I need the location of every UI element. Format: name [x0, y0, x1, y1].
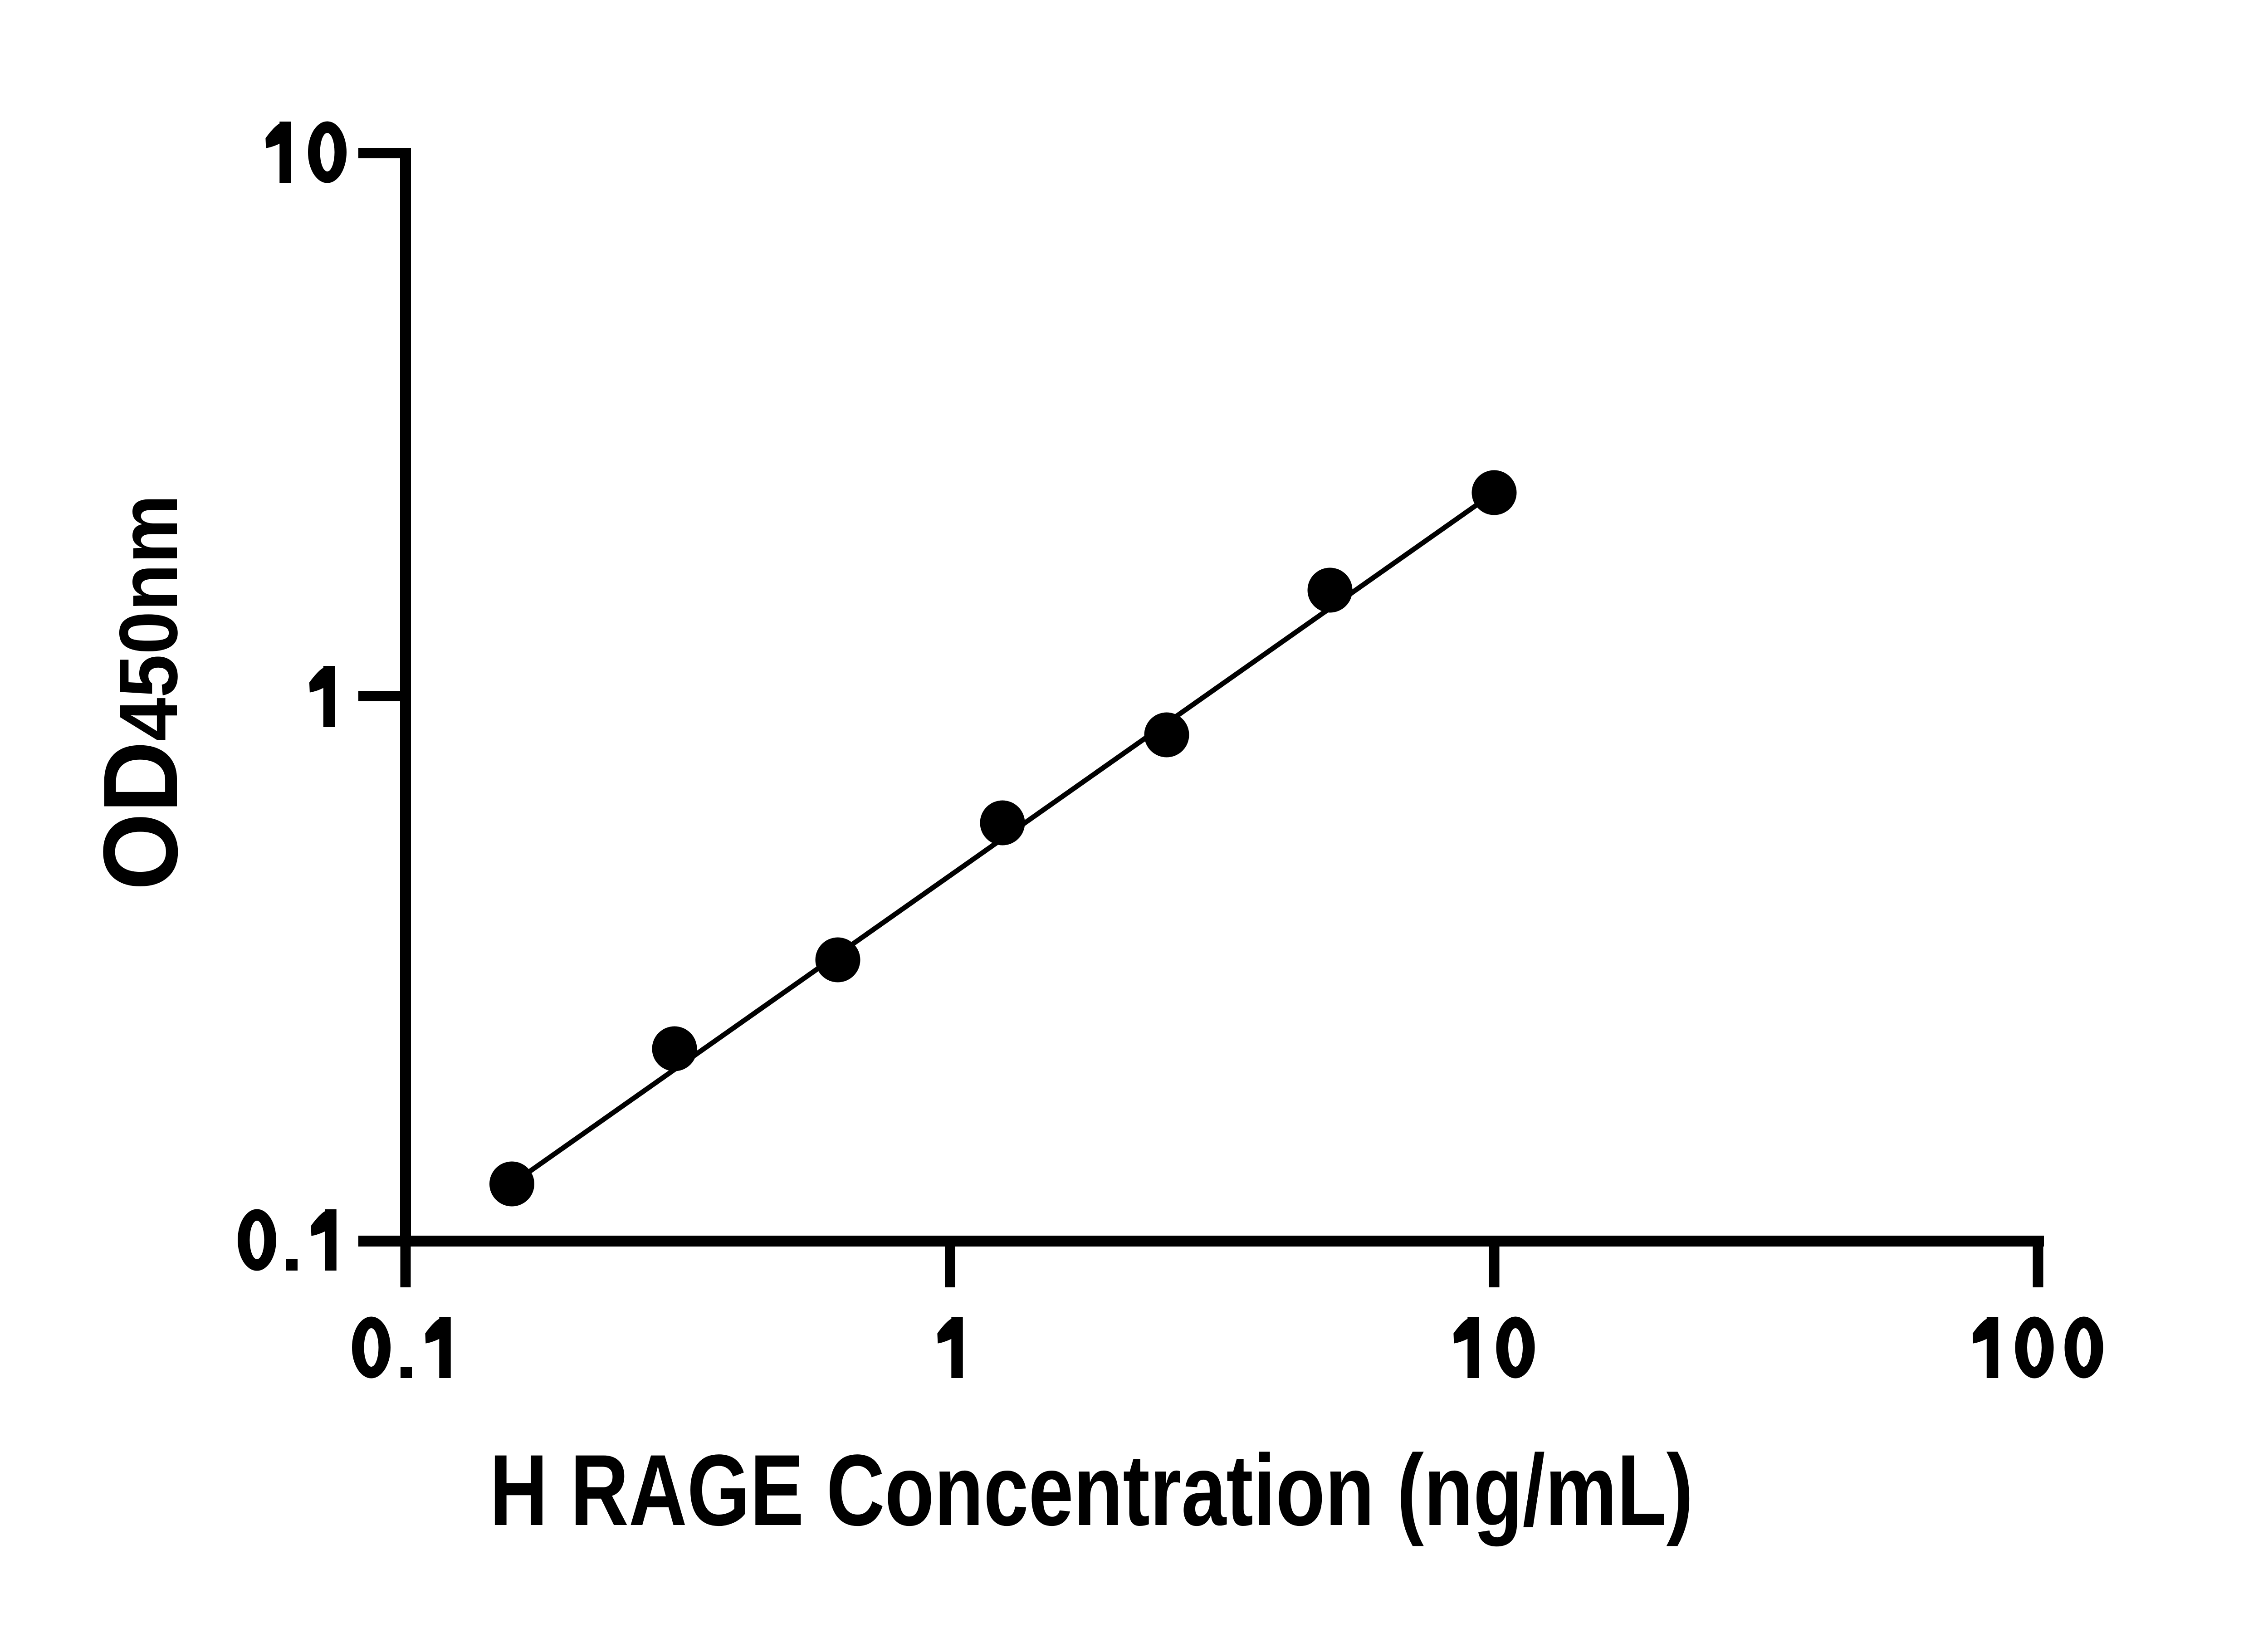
svg-text:H RAGE Concentration (ng/mL): H RAGE Concentration (ng/mL) [489, 1434, 1693, 1547]
